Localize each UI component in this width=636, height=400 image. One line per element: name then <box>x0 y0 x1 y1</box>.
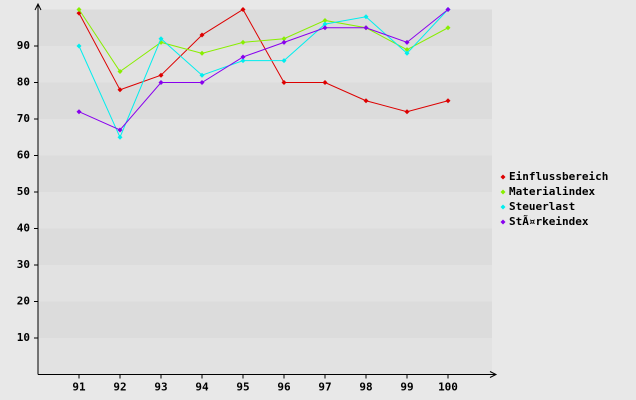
point-marker <box>76 7 82 12</box>
grid-band <box>38 82 492 119</box>
point-marker <box>404 109 410 115</box>
x-tick-label: 92 <box>113 381 126 394</box>
point-marker <box>158 36 164 42</box>
grid-band <box>38 301 492 338</box>
point-marker <box>158 72 164 78</box>
x-tick-label: 93 <box>154 381 167 394</box>
point-marker <box>117 134 123 140</box>
point-marker <box>76 109 82 115</box>
point-marker <box>281 39 287 45</box>
x-tick-label: 91 <box>72 381 86 394</box>
x-tick-label: 96 <box>277 381 291 394</box>
point-marker <box>322 80 328 85</box>
grid-band <box>38 338 492 375</box>
y-axis-arrow <box>34 2 42 11</box>
legend-marker <box>500 219 506 225</box>
x-tick-label: 97 <box>318 381 331 394</box>
point-marker <box>363 14 369 20</box>
x-tick-label: 99 <box>400 381 413 394</box>
point-marker <box>240 58 246 64</box>
y-tick-label: 30 <box>17 258 30 271</box>
y-tick-label: 20 <box>17 295 30 308</box>
point-marker <box>117 127 123 133</box>
x-tick-label: 95 <box>236 381 249 394</box>
x-axis-arrow <box>489 371 498 378</box>
point-marker <box>445 25 451 31</box>
grid-band <box>38 192 492 229</box>
point-marker <box>199 80 205 85</box>
grid-band <box>38 46 492 83</box>
series-line <box>78 9 449 131</box>
point-marker <box>240 7 246 12</box>
point-marker <box>199 50 205 56</box>
point-marker <box>445 7 451 12</box>
point-marker <box>322 17 328 23</box>
y-tick-label: 70 <box>17 112 30 125</box>
grid-band <box>38 265 492 302</box>
point-marker <box>404 50 410 56</box>
point-marker <box>281 58 287 64</box>
y-tick-label: 50 <box>17 185 30 198</box>
point-marker <box>445 98 451 104</box>
point-marker <box>76 43 82 49</box>
legend-label: Steuerlast <box>509 200 575 213</box>
y-tick-label: 40 <box>17 222 30 235</box>
point-marker <box>199 72 205 78</box>
legend-label: Materialindex <box>509 185 595 198</box>
point-marker <box>158 80 164 85</box>
point-marker <box>281 36 287 42</box>
legend-label: StÃ¤rkeindex <box>509 215 589 228</box>
y-tick-label: 10 <box>17 331 30 344</box>
point-marker <box>199 32 205 38</box>
x-tick-label: 100 <box>438 381 458 394</box>
legend-marker <box>500 174 506 180</box>
y-tick-label: 80 <box>17 76 30 89</box>
point-marker <box>117 87 123 93</box>
series-line <box>78 9 449 73</box>
series-line <box>78 8 449 113</box>
x-tick-label: 94 <box>195 381 209 394</box>
grid-band <box>38 155 492 192</box>
grid-band <box>38 119 492 156</box>
point-marker <box>240 54 246 60</box>
y-tick-label: 60 <box>17 149 30 162</box>
legend-label: Einflussbereich <box>509 170 608 183</box>
point-marker <box>240 39 246 45</box>
point-marker <box>404 47 410 53</box>
legend-marker <box>500 189 506 195</box>
y-tick-label: 90 <box>17 39 30 52</box>
x-tick-label: 98 <box>359 381 372 394</box>
point-marker <box>322 25 328 31</box>
legend-marker <box>500 204 506 210</box>
point-marker <box>322 21 328 27</box>
point-marker <box>363 25 369 31</box>
point-marker <box>363 98 369 104</box>
point-marker <box>281 80 287 85</box>
point-marker <box>117 69 123 75</box>
point-marker <box>404 39 410 45</box>
grid-band <box>38 228 492 265</box>
